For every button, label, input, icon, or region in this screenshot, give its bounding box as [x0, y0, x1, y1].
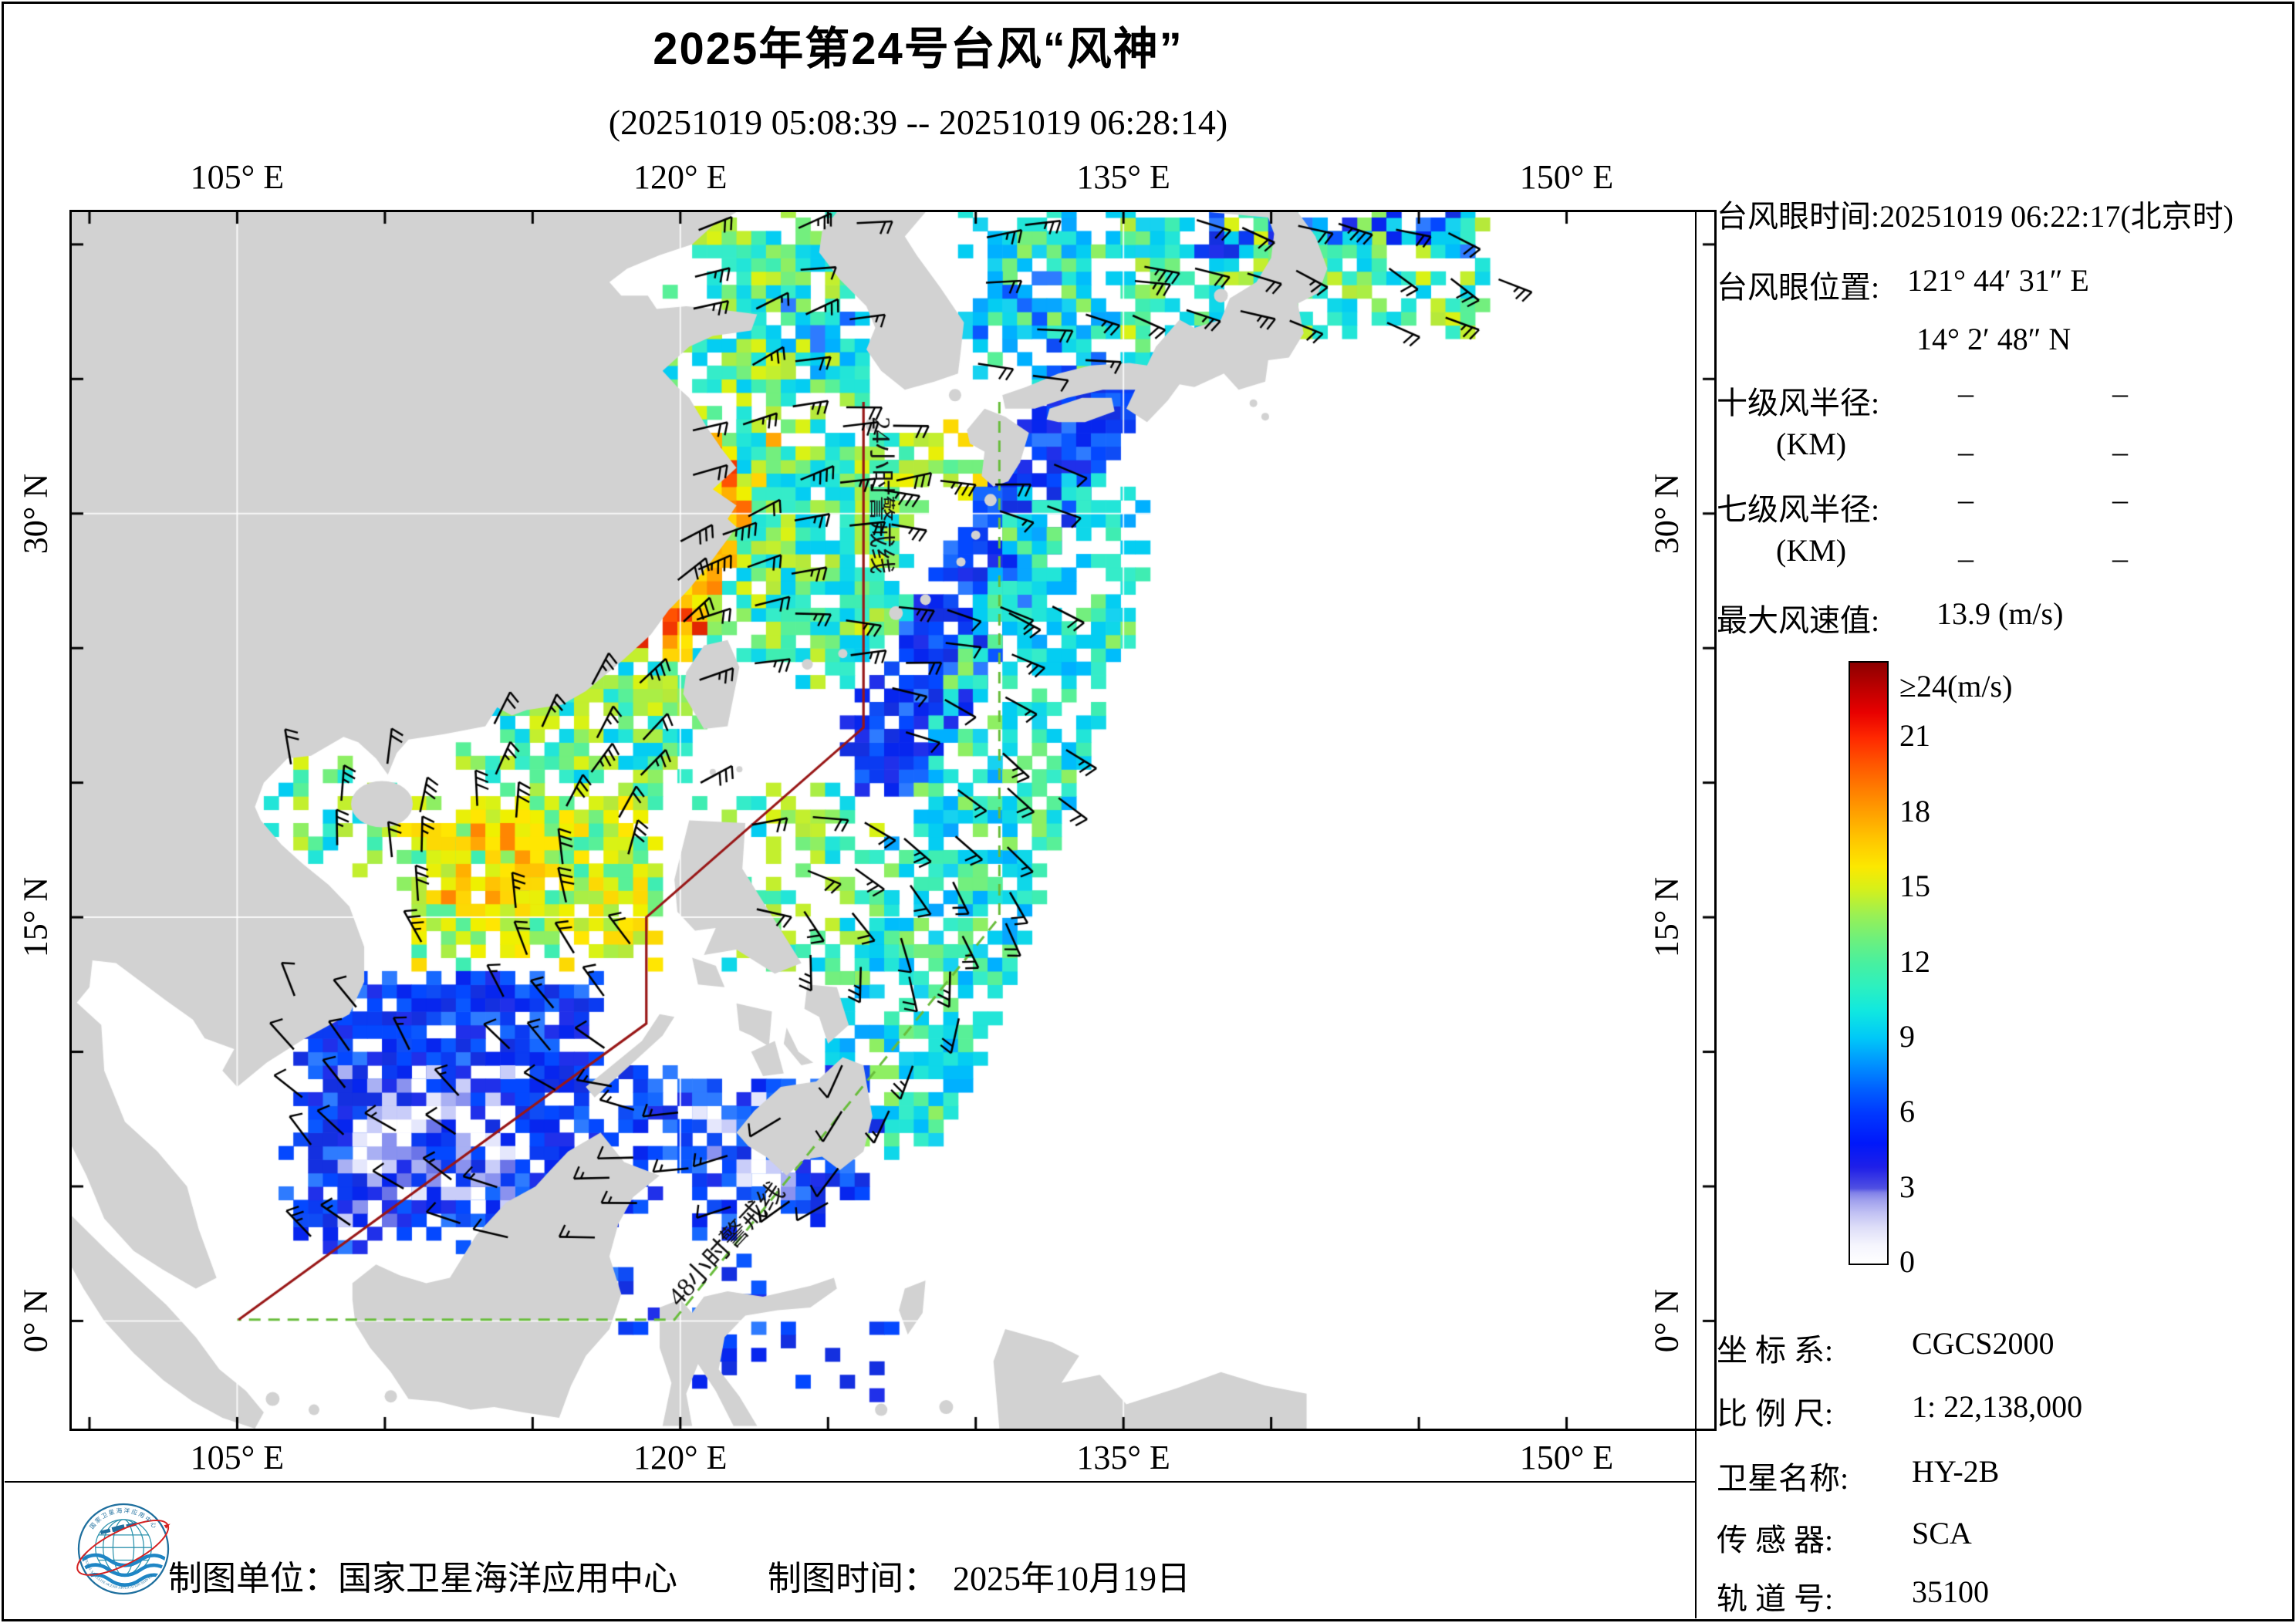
crs-value: CGCS2000 [1912, 1326, 2055, 1361]
lat-axis-label: 30° N [1647, 473, 1686, 554]
lon-axis-label: 150° E [1519, 158, 1614, 196]
lon-axis-label: 105° E [190, 158, 285, 196]
date-value: 2025年10月19日 [953, 1560, 1190, 1598]
r10-value-3: – [1958, 434, 1974, 469]
lat-axis-label: 0° N [1647, 1289, 1686, 1353]
lon-axis-label: 135° E [1076, 158, 1170, 196]
scale-label: 比 例 尺: [1717, 1396, 1834, 1431]
lon-axis-label: 120° E [633, 158, 728, 196]
satellite-value: HY-2B [1912, 1454, 2000, 1489]
lat-axis-label: 15° N [16, 876, 55, 958]
colorbar-tick-label: 9 [1899, 1018, 1915, 1054]
colorbar-tick-label: 0 [1899, 1244, 1915, 1279]
eye-pos-label: 台风眼位置: [1717, 270, 1880, 305]
satellite-label: 卫星名称: [1717, 1461, 1849, 1496]
r10-value-1: – [1958, 376, 1974, 410]
footer-separator-line [5, 1481, 1696, 1483]
r10-value-2: – [2112, 376, 2128, 410]
date-label: 制图时间： [768, 1560, 937, 1598]
orbit-value: 35100 [1912, 1574, 1989, 1609]
date-row: 制图时间： 2025年10月19日 [768, 1550, 1190, 1600]
logo-orbit [76, 1519, 171, 1576]
colorbar-tick-label: 6 [1899, 1094, 1915, 1129]
lat-axis-label: 30° N [16, 473, 55, 554]
eye-pos-lat: 14° 2′ 48″ N [1916, 322, 2071, 356]
logo-outer-ring [77, 1503, 170, 1595]
colorbar-tick-label: 3 [1899, 1169, 1915, 1204]
sensor-label: 传 感 器: [1717, 1523, 1834, 1557]
eye-time-value: 20251019 06:22:17(北京时) [1879, 199, 2234, 234]
orbit-label: 轨 道 号: [1717, 1581, 1834, 1616]
scale-value: 1: 22,138,000 [1912, 1389, 2083, 1424]
colorbar-tick-label: 21 [1899, 718, 1930, 754]
map-area [69, 210, 1717, 1431]
r10-value-4: – [2112, 434, 2128, 469]
sensor-value: SCA [1912, 1516, 1972, 1550]
credit-label: 制图单位： [168, 1560, 338, 1598]
crs-label: 坐 标 系: [1717, 1333, 1834, 1368]
r7-value-4: – [2112, 541, 2128, 575]
lon-axis-label: 105° E [190, 1439, 285, 1476]
wind-speed-colorbar [1849, 661, 1889, 1265]
r7-unit: (KM) [1776, 533, 1847, 568]
r7-value-1: – [1958, 482, 1974, 517]
r10-label: 十级风半径: [1717, 386, 1880, 420]
panel-separator-line [1695, 211, 1697, 1618]
lon-axis-label: 135° E [1076, 1439, 1170, 1476]
colorbar-tick-label: 18 [1899, 793, 1930, 828]
lat-axis-label: 15° N [1647, 876, 1686, 958]
r7-value-2: – [2112, 482, 2128, 517]
vmax-label: 最大风速值: [1717, 603, 1880, 638]
vmax-value: 13.9 (m/s) [1936, 596, 2064, 631]
page-title: 2025年第24号台风“风神” [653, 24, 1183, 74]
eye-pos-lon: 121° 44′ 31″ E [1907, 263, 2089, 298]
colorbar-max-label: ≥24(m/s) [1899, 669, 2013, 704]
nsoas-logo: 国家卫星海洋应用中心 NATIONAL SATELLITE OCEAN APPL… [76, 1503, 171, 1595]
lon-axis-label: 150° E [1519, 1439, 1614, 1476]
eye-time-label: 台风眼时间: [1717, 199, 1880, 234]
credit-value: 国家卫星海洋应用中心 [338, 1560, 677, 1598]
credit-row: 制图单位：国家卫星海洋应用中心 [168, 1550, 677, 1600]
lon-axis-label: 120° E [633, 1439, 728, 1476]
colorbar-tick-label: 15 [1899, 869, 1930, 904]
wind-field-map-canvas [72, 212, 1714, 1429]
lat-axis-label: 0° N [16, 1289, 55, 1353]
eye-time-row: 台风眼时间:20251019 06:22:17(北京时) [1717, 191, 2234, 236]
observation-time-range: (20251019 05:08:39 -- 20251019 06:28:14) [608, 103, 1228, 142]
r7-value-3: – [1958, 541, 1974, 575]
r10-unit: (KM) [1776, 427, 1847, 461]
colorbar-tick-label: 12 [1899, 943, 1930, 979]
r7-label: 七级风半径: [1717, 492, 1880, 527]
